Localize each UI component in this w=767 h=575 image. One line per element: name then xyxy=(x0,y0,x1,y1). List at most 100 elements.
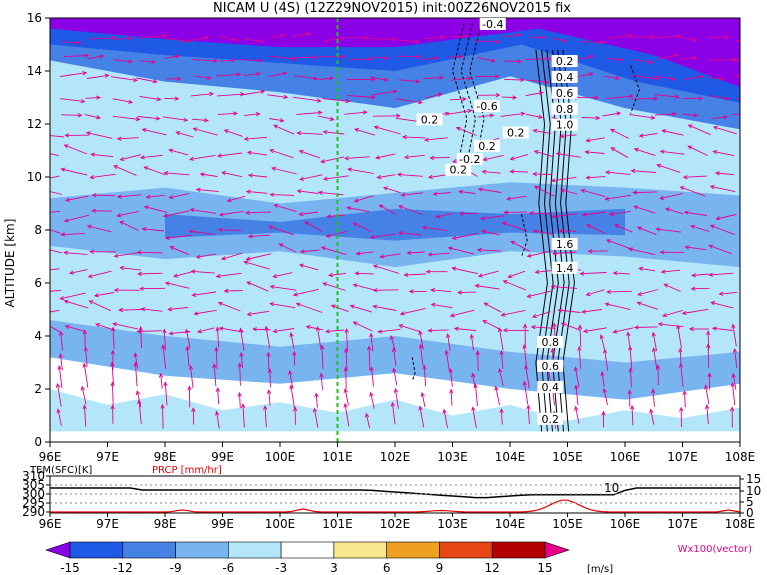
wind-vector-head xyxy=(96,95,102,100)
wind-vector xyxy=(634,148,656,157)
wind-vector xyxy=(60,72,87,77)
wind-vector-head xyxy=(113,287,119,293)
wind-vector xyxy=(273,124,295,135)
wind-vector-head xyxy=(233,37,239,42)
wind-vector xyxy=(196,253,216,258)
wind-vector-head xyxy=(497,327,503,333)
wind-vector xyxy=(94,292,115,297)
wind-vector-head xyxy=(551,214,557,219)
surface-x-tick-label: 98E xyxy=(154,517,177,531)
wind-vector-head xyxy=(346,206,352,211)
wind-vector xyxy=(477,56,495,62)
wind-vector xyxy=(134,353,139,369)
wind-vector xyxy=(217,112,237,116)
wind-vector-head xyxy=(444,111,450,116)
wind-vector xyxy=(137,251,163,254)
wind-vector xyxy=(481,230,500,236)
wind-vector-head xyxy=(344,327,349,333)
wind-vector xyxy=(454,328,477,332)
wind-vector xyxy=(81,386,87,405)
wind-vector-head xyxy=(183,117,189,122)
wind-vector xyxy=(353,321,373,332)
wind-vector xyxy=(630,74,658,80)
contour-label: 0.8 xyxy=(542,336,560,349)
y-tick-label: 12 xyxy=(27,117,42,131)
wind-vector xyxy=(344,156,370,159)
wind-vector-head xyxy=(630,404,635,410)
wind-vector xyxy=(630,368,632,388)
wind-vector-head xyxy=(352,222,358,227)
wind-vector-head xyxy=(127,36,133,41)
wind-vector-head xyxy=(676,324,681,330)
wind-vector xyxy=(656,54,678,60)
chart-title: NICAM U (4S) (12Z29NOV2015) init:00Z26NO… xyxy=(213,1,571,16)
contour-line xyxy=(535,49,548,432)
wind-vector-head xyxy=(279,118,285,123)
vector-legend: Wx100(vector) xyxy=(678,544,753,555)
wind-vector xyxy=(64,300,89,309)
colorbar-unit: [m/s] xyxy=(587,564,613,575)
wind-vector xyxy=(61,232,85,236)
contour-label: 0.2 xyxy=(507,127,525,140)
wind-vector xyxy=(196,189,219,193)
wind-vector xyxy=(378,328,401,333)
wind-vector xyxy=(660,150,685,155)
wind-vector xyxy=(525,365,530,389)
wind-vector-head xyxy=(244,210,250,215)
surface-left-tick-label: 310 xyxy=(22,469,45,483)
wind-vector xyxy=(710,301,734,309)
wind-vector xyxy=(688,145,708,156)
wind-vector xyxy=(614,224,633,233)
wind-vector xyxy=(634,326,658,328)
wind-vector xyxy=(331,304,349,313)
wind-vector-head xyxy=(674,94,680,99)
wind-vector-head xyxy=(116,213,122,218)
wind-vector-head xyxy=(193,311,199,316)
wind-vector xyxy=(90,173,116,179)
wind-vector xyxy=(176,131,194,138)
wind-vector-head xyxy=(223,288,229,294)
wind-vector xyxy=(680,363,684,388)
wind-vector xyxy=(680,36,697,41)
main-plot xyxy=(50,18,740,442)
colorbar-max-cap xyxy=(544,541,570,559)
wind-vector-head xyxy=(83,346,88,352)
wind-vector xyxy=(579,325,582,348)
wind-vector-head xyxy=(691,273,697,278)
wind-vector-head xyxy=(730,382,735,387)
wind-vector-head xyxy=(343,366,348,372)
wind-vector xyxy=(477,114,494,118)
wind-vector xyxy=(578,55,594,60)
wind-vector-head xyxy=(531,313,537,319)
wind-vector xyxy=(477,351,479,371)
wind-vector-head xyxy=(633,147,639,152)
wind-vector xyxy=(393,348,397,367)
wind-vector xyxy=(629,114,655,119)
wind-vector xyxy=(117,210,139,217)
wind-vector xyxy=(419,344,424,366)
y-tick-label: 8 xyxy=(34,223,42,237)
wind-vector xyxy=(190,36,209,41)
wind-vector-head xyxy=(245,256,251,261)
wind-vector xyxy=(560,189,578,195)
wind-vector xyxy=(190,209,216,214)
wind-vector xyxy=(270,303,296,309)
wind-vector-head xyxy=(63,299,69,304)
wind-vector xyxy=(163,329,166,351)
wind-vector-head xyxy=(608,211,614,217)
wind-vector-head xyxy=(111,35,117,41)
wind-vector xyxy=(395,98,422,104)
wind-vector xyxy=(525,113,543,118)
wind-vector xyxy=(370,76,388,81)
wind-vector xyxy=(221,252,243,260)
wind-vector xyxy=(452,267,479,275)
wind-vector-head xyxy=(636,301,642,306)
wind-vector xyxy=(88,37,116,40)
wind-vector-head xyxy=(64,324,70,330)
wind-vector xyxy=(113,165,137,176)
wind-vector xyxy=(652,332,658,352)
wind-vector xyxy=(61,168,88,176)
wind-vector-head xyxy=(113,253,119,258)
wind-vector-head xyxy=(451,266,457,271)
wind-vector xyxy=(57,383,62,407)
